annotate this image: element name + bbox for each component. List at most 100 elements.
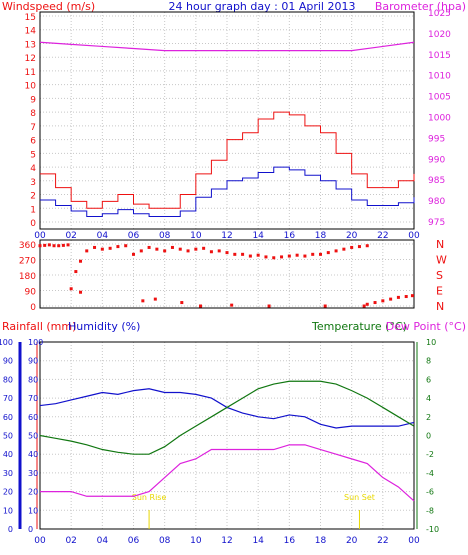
- windspeed-axis-label: Windspeed (m/s): [2, 0, 95, 13]
- direction-point: [404, 295, 408, 299]
- direction-point: [194, 247, 198, 251]
- direction-point: [170, 245, 174, 249]
- humidity-tick-label: 30: [28, 469, 38, 478]
- barometer-tick-label: 995: [428, 134, 445, 144]
- humidity-tick-label: 70: [28, 394, 38, 403]
- direction-point: [52, 244, 56, 248]
- x-tick-label: 04: [97, 536, 109, 546]
- top-panel-frame: [39, 11, 415, 230]
- x-tick-label: 20: [346, 231, 358, 241]
- temperature-tick-label: -2: [426, 450, 434, 459]
- direction-grid: [39, 240, 415, 308]
- compass-label: N: [436, 238, 444, 251]
- humidity-tick-label: 100: [28, 338, 43, 347]
- direction-point: [199, 304, 203, 308]
- temperature-tick-label: 6: [426, 375, 431, 384]
- windspeed-tick-label: 12: [25, 54, 36, 64]
- direction-degree-ticks: 0 90 180 270 360: [19, 241, 36, 313]
- direction-point: [319, 252, 322, 256]
- windspeed-tick-label: 11: [25, 68, 36, 78]
- direction-point: [124, 244, 128, 248]
- barometer-line: [39, 41, 415, 52]
- direction-point: [365, 302, 369, 306]
- direction-degree-label: 360: [19, 241, 36, 251]
- direction-point: [155, 247, 159, 251]
- barometer-tick-label: 985: [428, 176, 445, 186]
- direction-point: [139, 249, 143, 253]
- direction-point: [141, 299, 145, 303]
- bottom-x-ticks: 00 02 04 06 08 10 12 14 16 18 20 22 00: [34, 536, 420, 546]
- temperature-tick-label: 10: [426, 338, 436, 347]
- direction-point: [47, 243, 51, 247]
- barometer-tick-label: 1010: [428, 72, 451, 82]
- barometer-tick-label: 980: [428, 197, 445, 207]
- rain-humidity-ticks: 0 0 10 10 20 20 30 30 40 40 50 50 60 60 70 70 80 80 90 90 10…: [0, 338, 43, 534]
- direction-point: [396, 295, 400, 299]
- direction-point: [373, 301, 377, 305]
- temperature-line: [39, 380, 415, 455]
- x-tick-label: 10: [190, 231, 202, 241]
- barometer-tick-label: 975: [428, 218, 445, 228]
- direction-point: [116, 245, 120, 249]
- temperature-tick-label: -6: [426, 488, 434, 497]
- windspeed-tick-label: 13: [25, 40, 36, 50]
- x-tick-label: 12: [221, 536, 232, 546]
- direction-point: [178, 247, 182, 251]
- direction-point: [79, 259, 83, 263]
- direction-point: [217, 249, 221, 253]
- direction-point: [287, 254, 291, 258]
- x-tick-label: 22: [377, 231, 388, 241]
- windspeed-tick-label: 15: [25, 13, 36, 23]
- rainfall-axis-label: Rainfall (mm): [2, 320, 76, 333]
- temperature-tick-label: 0: [426, 432, 431, 441]
- x-tick-label: 20: [346, 536, 358, 546]
- compass-label: N: [436, 300, 444, 313]
- temperature-tick-label: -10: [426, 525, 439, 534]
- x-tick-label: 00: [34, 536, 46, 546]
- compass-label: S: [436, 269, 443, 282]
- rainfall-tick-label: 100: [0, 338, 13, 347]
- humidity-tick-label: 0: [28, 525, 33, 534]
- dewpoint-line: [40, 444, 415, 502]
- rainfall-tick-label: 10: [3, 506, 13, 515]
- wind-barometer-panel: Windspeed (m/s) 24 hour graph day : 01 A…: [2, 0, 466, 241]
- direction-point: [79, 290, 83, 294]
- direction-point: [108, 246, 112, 250]
- dewpoint-axis-label: Dew Point (°C): [386, 320, 466, 333]
- humidity-tick-label: 20: [28, 488, 38, 497]
- direction-point: [311, 252, 315, 256]
- temperature-tick-label: 8: [426, 357, 431, 366]
- direction-point: [74, 270, 78, 274]
- x-tick-label: 12: [221, 231, 232, 241]
- windspeed-tick-label: 3: [30, 178, 36, 188]
- x-tick-label: 16: [284, 231, 296, 241]
- direction-point: [153, 297, 157, 301]
- direction-panel-frame: [39, 239, 415, 309]
- wind-gust-line: [40, 111, 415, 209]
- humidity-tick-label: 10: [28, 506, 38, 515]
- direction-point: [100, 247, 104, 251]
- top-panel-grid: [39, 12, 415, 229]
- direction-point: [381, 299, 385, 303]
- wind-average-line: [40, 166, 415, 218]
- barometer-tick-label: 990: [428, 155, 445, 165]
- windspeed-tick-label: 8: [30, 109, 36, 119]
- direction-point: [66, 243, 70, 247]
- barometer-tick-label: 1025: [428, 9, 451, 19]
- windspeed-tick-label: 9: [30, 95, 36, 105]
- chart-title: 24 hour graph day : 01 April 2013: [169, 0, 356, 13]
- x-tick-label: 22: [377, 536, 388, 546]
- direction-degree-label: 0: [30, 303, 36, 313]
- rainfall-tick-label: 70: [3, 394, 13, 403]
- barometer-tick-label: 1000: [428, 114, 451, 124]
- rainfall-tick-label: 20: [3, 488, 13, 497]
- x-tick-label: 16: [284, 536, 296, 546]
- x-tick-label: 00: [408, 536, 420, 546]
- rainfall-tick-label: 0: [8, 525, 13, 534]
- windspeed-tick-label: 0: [30, 219, 36, 229]
- compass-label: E: [436, 285, 443, 298]
- direction-point: [85, 249, 89, 253]
- direction-point: [410, 294, 414, 298]
